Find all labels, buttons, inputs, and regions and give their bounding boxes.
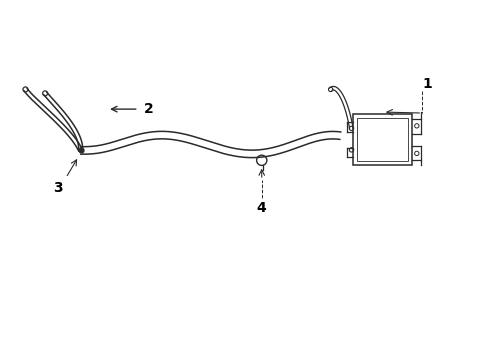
Bar [353, 114, 413, 165]
Bar [357, 118, 409, 161]
Text: 3: 3 [53, 181, 63, 195]
Text: 4: 4 [257, 201, 267, 215]
Text: 1: 1 [422, 77, 432, 90]
Text: 2: 2 [144, 102, 153, 116]
